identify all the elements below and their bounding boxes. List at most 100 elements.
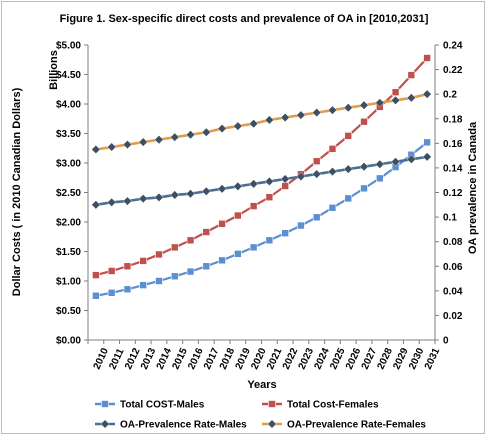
series-point-0: [170, 272, 179, 281]
y-left-tick-label: $0.50: [56, 306, 81, 317]
series-point-3: [391, 95, 401, 105]
series-line-0: [95, 141, 428, 297]
series-point-3: [264, 115, 274, 125]
legend: Total COST-Males Total Cost-Females OA-Pre…: [95, 400, 426, 431]
series-point-2: [327, 167, 337, 177]
series-point-2: [359, 162, 369, 172]
legend-marker-0: [101, 400, 109, 408]
legend-marker-1: [268, 400, 276, 408]
series-point-3: [186, 130, 196, 140]
y-left-tick-label: $2.50: [56, 188, 81, 199]
series-point-2: [375, 159, 385, 169]
series-point-0: [249, 243, 258, 252]
chart-title: Figure 1. Sex-specific direct costs and …: [60, 13, 429, 25]
y-right-tick-label: 0.06: [443, 262, 463, 273]
series-point-3: [296, 110, 306, 120]
series-point-2: [391, 157, 401, 167]
series-point-1: [344, 132, 353, 140]
legend-label-1: Total Cost-Females: [287, 400, 379, 411]
series-point-2: [170, 190, 180, 200]
series-point-2: [91, 200, 101, 210]
series-point-2: [296, 172, 306, 182]
series-point-2: [312, 169, 322, 179]
series-point-1: [360, 117, 368, 126]
series-point-2: [233, 181, 243, 191]
series-point-3: [217, 124, 227, 134]
y-left-tick-label: $1.50: [56, 247, 81, 258]
series-point-0: [344, 194, 353, 203]
y-left-tick-label: $4.50: [56, 70, 81, 81]
series-point-0: [186, 267, 195, 276]
y-right-tick-label: 0: [443, 336, 449, 347]
series-point-2: [406, 154, 416, 164]
axes: $0.00 $0.50 $1.00 $1.50 $2.00 $2.50 $3.00 $3.50…: [56, 41, 463, 372]
y-left-tick-label: $1.00: [56, 277, 81, 288]
y-right-tick-label: 0.16: [443, 139, 463, 150]
series-point-2: [186, 189, 196, 199]
series-point-1: [281, 182, 289, 190]
series-point-1: [139, 257, 148, 265]
series-point-3: [170, 132, 180, 142]
y-left-tick-label: $3.50: [56, 129, 81, 140]
series-point-3: [107, 142, 117, 152]
y-right-tick-label: 0.08: [443, 237, 463, 248]
y-right-tick-label: 0.18: [443, 114, 463, 125]
y-left-tick-label: $3.00: [56, 159, 81, 170]
series-point-3: [312, 108, 322, 118]
series-point-0: [297, 221, 305, 230]
series-point-3: [406, 93, 416, 103]
series-point-0: [92, 291, 100, 300]
series-point-3: [359, 100, 369, 110]
y-right-tick-label: 0.12: [443, 188, 463, 199]
series-point-1: [92, 271, 100, 279]
y-right-tick-label: 0.2: [443, 90, 457, 101]
series-point-1: [186, 236, 195, 245]
series-point-3: [122, 140, 132, 150]
series-point-1: [328, 145, 337, 153]
series-point-3: [375, 98, 385, 108]
y-right-tick-label: 0.24: [443, 41, 463, 52]
series-point-3: [138, 137, 148, 147]
series-line-1: [95, 57, 428, 277]
y-axis-label-left: Dollar Costs ( in 2010 Canadian Dollars): [11, 87, 23, 296]
y-axis-label-right: OA prevalence in Canada: [467, 121, 479, 254]
legend-label-0: Total COST-Males: [120, 400, 205, 411]
series-point-2: [280, 174, 290, 184]
series-point-2: [154, 192, 164, 202]
x-axis-label: Years: [247, 379, 276, 391]
series-point-2: [264, 176, 274, 186]
series-point-1: [202, 228, 211, 236]
series-point-2: [107, 197, 117, 207]
series-point-0: [281, 229, 289, 238]
y-right-tick-label: 0.22: [443, 65, 463, 76]
series-point-0: [423, 138, 431, 147]
series-point-1: [407, 71, 416, 79]
legend-marker-3: [267, 419, 277, 429]
x-tick-label: 2031: [423, 346, 443, 371]
series-point-3: [280, 113, 290, 123]
series-point-2: [201, 186, 211, 196]
series-point-3: [233, 121, 243, 131]
series-point-1: [391, 88, 400, 96]
series-point-2: [138, 194, 148, 204]
series-point-2: [249, 179, 259, 189]
series-point-3: [422, 89, 432, 99]
series-point-1: [123, 262, 132, 271]
legend-marker-2: [100, 419, 110, 429]
y-left-tick-label: $4.00: [56, 100, 81, 111]
y-right-tick-label: 0.04: [443, 286, 463, 297]
series-point-1: [423, 54, 431, 62]
series-point-2: [217, 184, 227, 194]
legend-label-3: OA-Prevalence Rate-Females: [287, 420, 426, 431]
series-point-1: [107, 267, 116, 275]
series-point-0: [107, 288, 116, 297]
y-left-tick-label: $0.00: [56, 336, 81, 347]
y-right-tick-label: 0.1: [443, 213, 457, 224]
series-point-1: [155, 250, 163, 259]
series-point-0: [265, 236, 274, 245]
series-point-1: [265, 193, 274, 202]
series-point-0: [328, 204, 337, 212]
series-line-3: [95, 92, 428, 151]
